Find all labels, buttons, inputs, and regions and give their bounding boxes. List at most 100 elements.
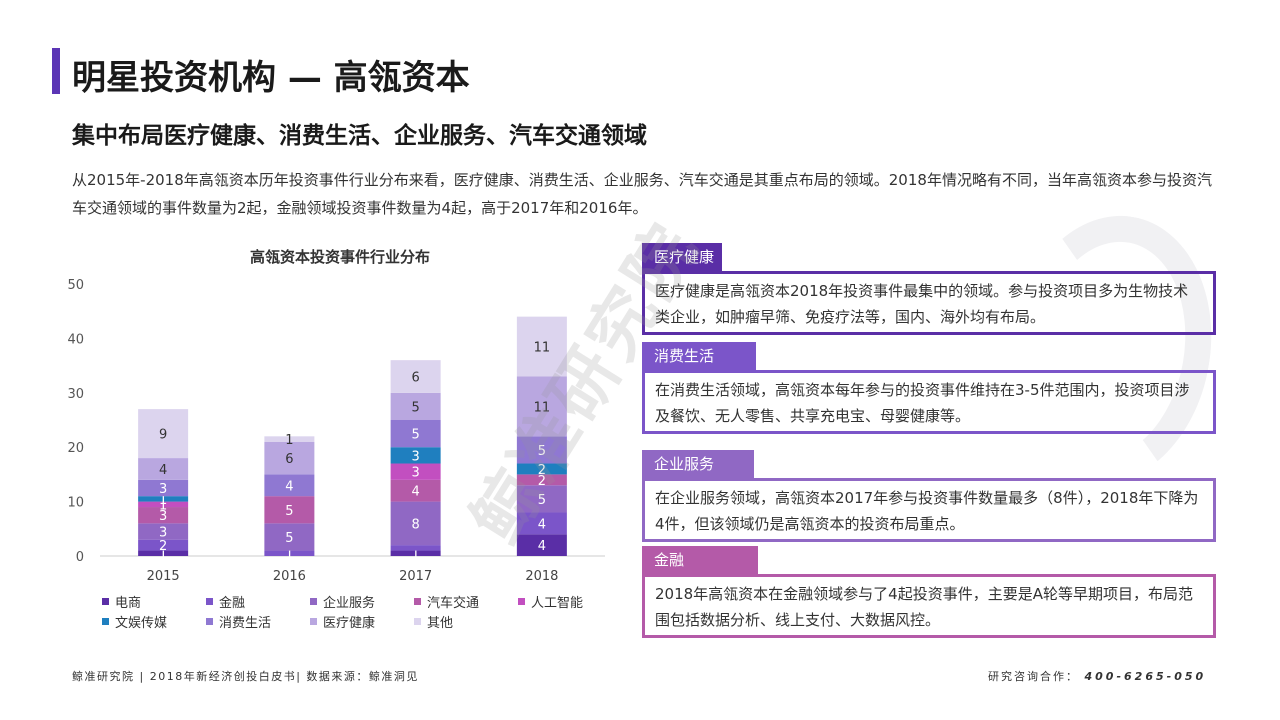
x-tick-label: 2018 [525,569,558,584]
watermark-logo [988,199,1232,501]
y-tick-label: 30 [67,387,84,402]
bar-segment [390,360,441,393]
bar-segment [516,316,567,377]
legend-label: 其他 [427,616,454,631]
bar-segment [264,441,315,475]
bar-segment [138,501,189,508]
legend-label: 汽车交通 [427,596,480,611]
bar-segment [516,534,567,556]
page-subtitle: 集中布局医疗健康、消费生活、企业服务、汽车交通领域 [72,123,647,149]
bar-segment [138,496,189,502]
bar-data-label: 8 [411,517,419,532]
bar-data-label: 11 [534,400,551,415]
bar-segment [264,496,315,524]
legend-item: 文娱传媒 [102,612,167,631]
legend-item: 金融 [206,592,245,611]
legend-label: 金融 [219,596,246,611]
x-tick-label: 2015 [147,569,180,584]
legend-swatch [518,598,525,605]
bar-segment [516,512,567,535]
legend-swatch [102,598,109,605]
bar-data-label: 1 [159,493,167,508]
legend-label: 电商 [115,596,142,611]
bar-segment [516,485,567,513]
bar-data-label: 3 [411,449,419,464]
bar-segment [138,539,189,551]
y-tick-label: 50 [67,278,84,293]
bar-segment [390,420,441,448]
legend-label: 消费生活 [219,616,272,631]
bar-data-label: 1 [159,498,167,513]
bar-segment [138,409,189,459]
legend-swatch [206,598,213,605]
x-tick-label: 2017 [399,569,432,584]
panel-text: 在企业服务领域，高瓴资本2017年参与投资事件数量最多（8件），2018年下降为… [642,478,1216,542]
bar-data-label: 5 [411,400,419,415]
bar-segment [264,436,315,442]
bar-data-label: 6 [285,452,293,467]
bar-data-label: 1 [285,547,293,562]
y-tick-label: 20 [67,441,84,456]
footer-contact: 研究咨询合作： 400-6265-050 [988,668,1206,684]
legend-swatch [414,618,421,625]
bar-segment [138,523,189,540]
bar-data-label: 1 [159,547,167,562]
bar-segment [390,550,441,556]
bar-data-label: 4 [285,479,293,494]
legend-swatch [206,618,213,625]
legend-label: 企业服务 [323,596,376,611]
bar-segment [264,474,315,497]
bar-data-label: 4 [538,539,546,554]
bar-data-label: 3 [159,526,167,541]
bar-data-label: 2 [538,474,546,489]
bar-segment [390,501,441,546]
bar-data-label: 3 [411,466,419,481]
bar-data-label: 1 [285,433,293,448]
legend-label: 文娱传媒 [115,616,168,631]
bar-segment [138,507,189,524]
bar-data-label: 2 [159,539,167,554]
panel-label: 医疗健康 [642,243,722,271]
legend-label: 人工智能 [531,596,584,611]
panel-label: 消费生活 [642,342,756,370]
bar-segment [516,463,567,475]
bar-data-label: 3 [159,509,167,524]
panel-label: 金融 [642,546,758,574]
panel-text: 2018年高瓴资本在金融领域参与了4起投资事件，主要是A轮等早期项目，布局范围包… [642,574,1216,638]
chart-title: 高瓴资本投资事件行业分布 [249,248,430,266]
bar-data-label: 1 [411,547,419,562]
bar-segment [390,447,441,464]
legend-item: 电商 [102,592,141,611]
bar-segment [138,479,189,497]
intro-paragraph: 从2015年-2018年高瓴资本历年投资事件行业分布来看，医疗健康、消费生活、企… [72,171,1212,217]
footer-phone: 400-6265-050 [1084,670,1207,683]
bar-data-label: 6 [411,370,419,385]
stacked-bar-chart: 0102030405012331134920151554612016184335… [67,278,605,584]
y-tick-label: 40 [67,332,84,347]
bar-data-label: 3 [159,482,167,497]
bar-segment [264,523,315,551]
footer-contact-label: 研究咨询合作： [988,670,1079,683]
bar-data-label: 11 [534,341,551,356]
bar-segment [390,392,441,420]
bar-segment [516,376,567,437]
bar-data-label: 9 [159,428,167,443]
bar-segment [516,436,567,464]
legend-swatch [414,598,421,605]
legend-item: 其他 [414,612,453,631]
bar-data-label: 4 [411,485,419,500]
legend-swatch [310,598,317,605]
bar-segment [516,474,567,486]
bar-segment [138,458,189,480]
bar-data-label: 5 [285,531,293,546]
legend-item: 企业服务 [310,592,375,611]
x-tick-label: 2016 [273,569,306,584]
y-tick-label: 10 [67,496,84,511]
footer-source: 鲸准研究院 | 2018年新经济创投白皮书| 数据来源：鲸准洞见 [72,670,419,683]
legend-item: 医疗健康 [310,612,375,631]
bar-data-label: 5 [411,428,419,443]
bar-segment [390,463,441,480]
legend-item: 消费生活 [206,612,271,631]
bar-segment [138,550,189,556]
legend-item: 汽车交通 [414,592,479,611]
